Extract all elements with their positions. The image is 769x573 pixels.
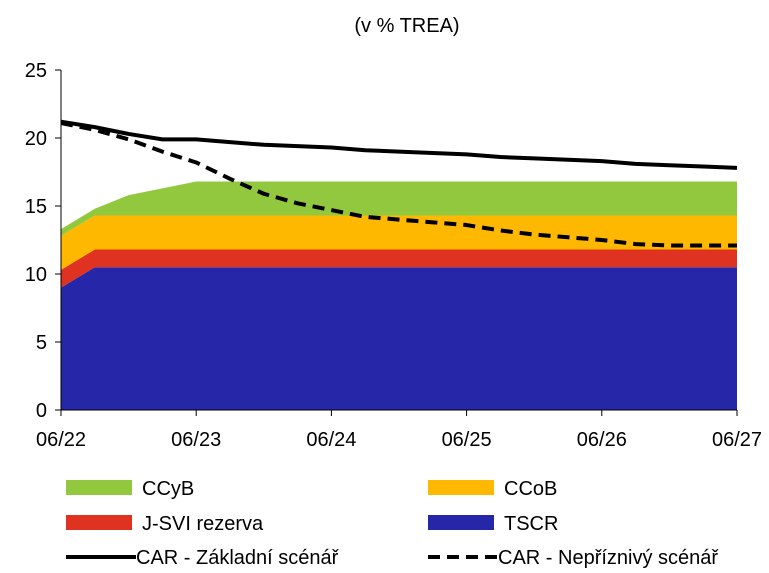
y-tick-label: 10 [25, 264, 47, 286]
legend-swatch-ccyb [66, 480, 132, 495]
x-tick-label: 06/26 [577, 429, 627, 451]
y-tick-label: 20 [25, 128, 47, 150]
legend-label-tscr: TSCR [504, 513, 558, 535]
legend-label-car-nepriznivy-scenar: CAR - Nepříznivý scénář [498, 547, 719, 569]
stacked-areas [61, 181, 737, 410]
legend-swatch-tscr [428, 515, 494, 530]
legend-label-j-svi-rezerva: J-SVI rezerva [142, 513, 264, 535]
axes: 0 5 10 15 20 25 06/22 06/23 06/24 06/25 06/26 06/27 [25, 60, 762, 451]
car-baseline-line [60, 119, 738, 170]
car-adverse-line [60, 121, 737, 248]
x-tick-label: 06/22 [36, 429, 86, 451]
x-tick-label: 06/25 [442, 429, 492, 451]
legend-swatch-ccob [428, 480, 494, 495]
legend: CCyB CCoB J-SVI rezerva TSCR CAR - Základní … [66, 478, 719, 569]
legend-label-ccyb: CCyB [142, 478, 194, 500]
y-tick-label: 25 [25, 60, 47, 82]
x-tick-label: 06/23 [171, 429, 221, 451]
y-tick-label: 5 [36, 332, 47, 354]
x-tick-label: 06/24 [306, 429, 356, 451]
y-tick-label: 15 [25, 196, 47, 218]
area-ccyb [61, 181, 737, 236]
car-lines [60, 119, 738, 248]
area-ccob [61, 215, 737, 270]
legend-label-car-zakladni-scenar: CAR - Základní scénář [136, 547, 340, 569]
y-tick-label: 0 [36, 400, 47, 422]
legend-swatch-j-svi-rezerva [66, 515, 132, 530]
x-tick-label: 06/27 [712, 429, 762, 451]
legend-label-ccob: CCoB [504, 478, 557, 500]
area-tscr [61, 267, 737, 410]
chart-title: (v % TREA) [354, 15, 459, 37]
area-j-svi-rezerva [61, 249, 737, 288]
